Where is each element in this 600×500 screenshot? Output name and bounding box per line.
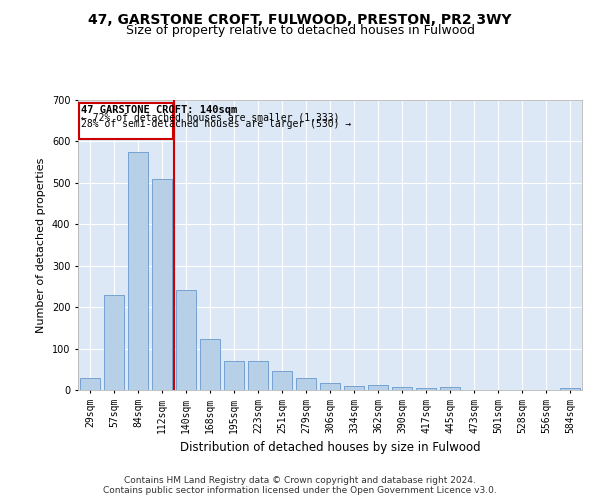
Bar — [416, 388, 436, 390]
Text: Size of property relative to detached houses in Fulwood: Size of property relative to detached ho… — [125, 24, 475, 37]
Bar — [104, 294, 124, 390]
Text: ← 72% of detached houses are smaller (1,333): ← 72% of detached houses are smaller (1,… — [81, 112, 340, 122]
Bar — [560, 388, 580, 390]
Bar — [344, 386, 364, 390]
Bar — [392, 387, 412, 390]
Bar — [272, 372, 292, 390]
Bar — [200, 340, 220, 390]
Text: 28% of semi-detached houses are larger (530) →: 28% of semi-detached houses are larger (… — [81, 120, 352, 130]
Y-axis label: Number of detached properties: Number of detached properties — [37, 158, 46, 332]
Bar — [440, 386, 460, 390]
Bar — [248, 361, 268, 390]
Text: Contains HM Land Registry data © Crown copyright and database right 2024.
Contai: Contains HM Land Registry data © Crown c… — [103, 476, 497, 495]
X-axis label: Distribution of detached houses by size in Fulwood: Distribution of detached houses by size … — [179, 441, 481, 454]
Text: 47 GARSTONE CROFT: 140sqm: 47 GARSTONE CROFT: 140sqm — [81, 104, 238, 115]
Bar — [128, 152, 148, 390]
Bar — [80, 378, 100, 390]
Bar — [152, 178, 172, 390]
Text: 47, GARSTONE CROFT, FULWOOD, PRESTON, PR2 3WY: 47, GARSTONE CROFT, FULWOOD, PRESTON, PR… — [88, 12, 512, 26]
Bar — [368, 385, 388, 390]
Bar — [79, 103, 173, 140]
Bar — [320, 383, 340, 390]
Bar — [176, 290, 196, 390]
Bar — [224, 361, 244, 390]
Bar — [296, 378, 316, 390]
